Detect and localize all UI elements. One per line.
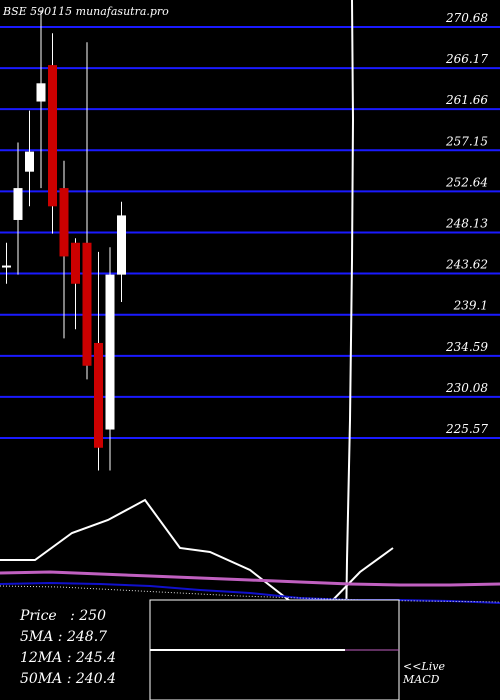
indicator-dotted-line [0, 585, 500, 603]
macd-label: <<Live MACD [403, 660, 445, 686]
candle-body [105, 274, 115, 430]
indicator-pink-line [0, 570, 500, 587]
candle [36, 10, 46, 189]
indicator-white-line [0, 498, 394, 605]
y-tick-label: 261.66 [445, 93, 488, 107]
y-tick-label: 243.62 [445, 258, 488, 272]
y-axis-ticks: 270.68 266.17 261.66 257.15 252.64 248.13 243.… [445, 11, 488, 436]
y-tick-label: 266.17 [445, 52, 488, 66]
y-tick-label: 239.1 [453, 299, 488, 313]
candle-body [117, 215, 126, 275]
candle [117, 201, 126, 302]
candle [59, 160, 69, 339]
candle [2, 242, 11, 284]
candle-body [71, 242, 80, 284]
indicator-blue-line [0, 581, 500, 604]
candles [2, 10, 126, 471]
price-row: Price : 250 [20, 608, 106, 624]
candle-body [36, 83, 46, 102]
ma12-row: 12MA : 245.4 [20, 650, 116, 666]
grid-lines [0, 26, 500, 439]
candle-body [25, 151, 34, 172]
candle-body [2, 265, 11, 268]
info-panel: Price : 250 5MA : 248.7 12MA : 245.4 50M… [20, 606, 116, 690]
ma50-row: 50MA : 240.4 [20, 671, 116, 687]
y-tick-label: 225.57 [445, 422, 488, 436]
watermark: BSE 590115 munafasutra.pro [2, 5, 169, 18]
y-tick-label: 248.13 [445, 216, 488, 230]
candle-body [94, 342, 103, 448]
candle [48, 33, 57, 234]
candle [94, 251, 103, 471]
candle [25, 110, 34, 207]
candle [71, 238, 80, 330]
y-tick-label: 257.15 [445, 134, 488, 148]
vertical-spike-line [344, 0, 355, 700]
candle-body [13, 188, 23, 220]
candle [105, 247, 115, 471]
candle-body [48, 65, 57, 207]
y-tick-label: 230.08 [445, 381, 488, 395]
ma5-row: 5MA : 248.7 [20, 629, 108, 645]
y-tick-label: 270.68 [445, 11, 488, 25]
candle [82, 42, 92, 380]
y-tick-label: 234.59 [445, 340, 488, 354]
candle-body [82, 242, 92, 366]
candle [13, 142, 23, 275]
candle-body [59, 188, 69, 257]
y-tick-label: 252.64 [445, 175, 488, 189]
